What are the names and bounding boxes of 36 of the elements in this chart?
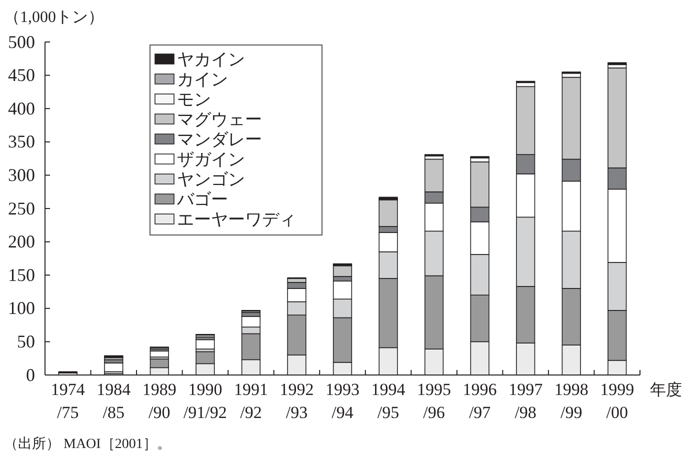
- legend-label: バゴー: [176, 190, 228, 209]
- legend-label: モン: [177, 90, 211, 109]
- y-tick-label: 50: [17, 331, 35, 352]
- legend-label: マンダレー: [177, 130, 262, 149]
- x-tick-label: 1989/90: [142, 380, 176, 422]
- x-tick-label: 1990/91/92: [183, 380, 227, 422]
- legend-label: ヤカイン: [177, 50, 245, 69]
- legend-label: エーヤーワディ: [177, 210, 296, 229]
- y-tick-label: 500: [8, 32, 35, 52]
- x-tick-label: 1993/94: [326, 380, 360, 422]
- y-tick-label: 100: [8, 298, 35, 318]
- x-tick-label: 1996/97: [462, 380, 497, 422]
- legend-label: マグウェー: [177, 110, 262, 129]
- y-tick-label: 400: [8, 98, 35, 118]
- x-tick-label: 1991/92: [234, 380, 268, 422]
- y-tick-label: 0: [26, 364, 35, 385]
- x-tick-label: 1999/00: [600, 380, 634, 422]
- x-tick-label: 1995/96: [417, 380, 452, 422]
- y-tick-label: 450: [8, 65, 35, 86]
- x-tick-label: 1992/93: [280, 380, 314, 422]
- x-tick-label: 1994/95: [371, 380, 406, 422]
- legend-label: ヤンゴン: [177, 170, 245, 189]
- y-tick-label: 150: [8, 264, 35, 285]
- legend-label: カイン: [177, 70, 228, 89]
- x-tick-label: 1998/99: [554, 380, 588, 422]
- x-axis-title: 年度: [650, 381, 682, 399]
- y-tick-label: 350: [8, 132, 35, 152]
- x-tick-label: 1974/75: [50, 380, 86, 422]
- y-tick-label: 300: [8, 164, 35, 185]
- y-tick-label: 250: [8, 198, 35, 218]
- legend-label: ザガイン: [177, 150, 245, 169]
- x-tick-label: 1984/85: [96, 380, 132, 422]
- y-tick-label: 200: [8, 232, 35, 252]
- x-tick-label: 1997/98: [508, 380, 544, 422]
- y-axis-title: （1,000トン）: [4, 9, 104, 26]
- text: （出所） MAOI［2001］。: [4, 436, 171, 452]
